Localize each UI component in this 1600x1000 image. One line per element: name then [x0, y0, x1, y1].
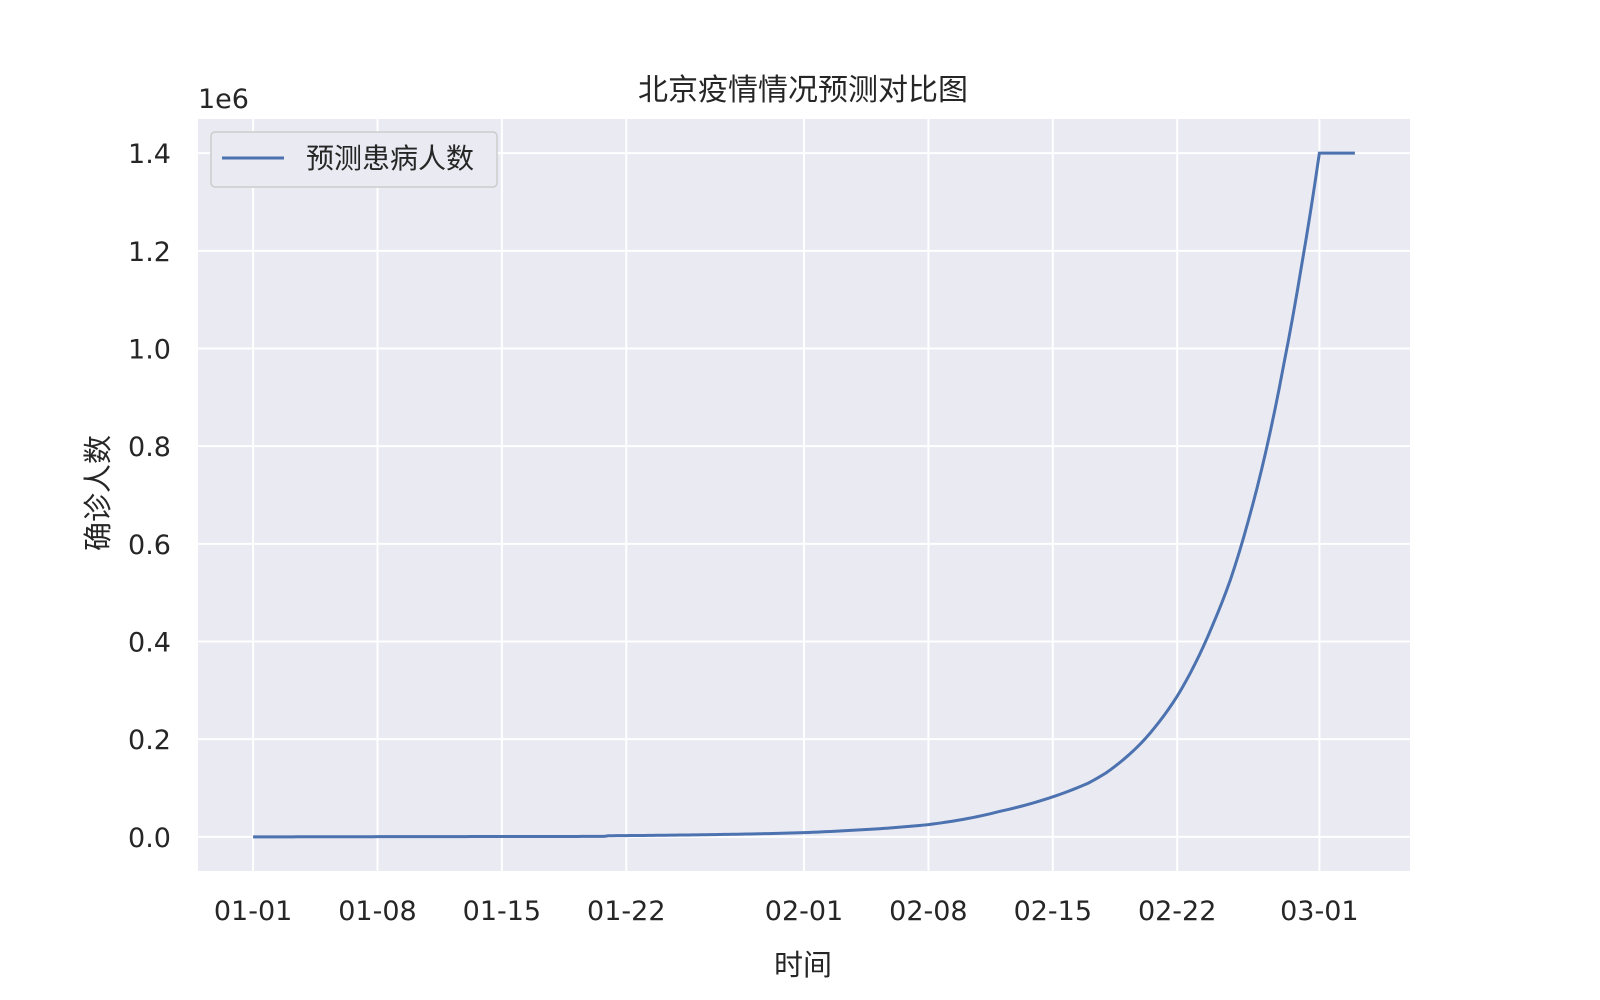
x-tick-label: 01-08 — [338, 896, 416, 927]
y-gridlines — [198, 152, 1410, 838]
x-axis-label: 时间 — [774, 948, 832, 982]
y-tick-label: 0.4 — [128, 627, 171, 658]
y-tick-label: 1.0 — [128, 335, 171, 366]
x-tick-label: 02-22 — [1138, 896, 1216, 927]
series-line-predicted-patients — [253, 151, 1355, 839]
x-tick-label: 02-15 — [1014, 896, 1092, 927]
y-tick-label: 1.2 — [128, 237, 171, 268]
x-tick-label: 01-22 — [587, 896, 665, 927]
y-tick-label: 0.0 — [128, 823, 171, 854]
legend: 预测患病人数 — [210, 131, 498, 188]
x-tick-label: 02-01 — [765, 896, 843, 927]
x-tick-labels: 01-01 01-08 01-15 01-22 02-01 02-08 02-15 02-22… — [214, 896, 1359, 927]
y-offset-text: 1e6 — [198, 84, 249, 115]
x-tick-label: 03-01 — [1280, 896, 1358, 927]
y-tick-label: 0.8 — [128, 432, 171, 463]
y-axis-label: 确诊人数 — [81, 435, 115, 551]
y-tick-labels: 0.0 0.2 0.4 0.6 0.8 1.0 1.2 1.4 — [128, 139, 171, 854]
x-tick-label: 02-08 — [889, 896, 967, 927]
x-gridlines — [252, 119, 1321, 871]
y-tick-label: 1.4 — [128, 139, 171, 170]
x-tick-label: 01-01 — [214, 896, 292, 927]
legend-frame — [210, 131, 498, 188]
x-tick-label: 01-15 — [463, 896, 541, 927]
chart-title: 北京疫情情况预测对比图 — [638, 73, 968, 108]
y-tick-label: 0.6 — [128, 530, 171, 561]
legend-label: 预测患病人数 — [306, 142, 474, 175]
y-tick-label: 0.2 — [128, 725, 171, 756]
